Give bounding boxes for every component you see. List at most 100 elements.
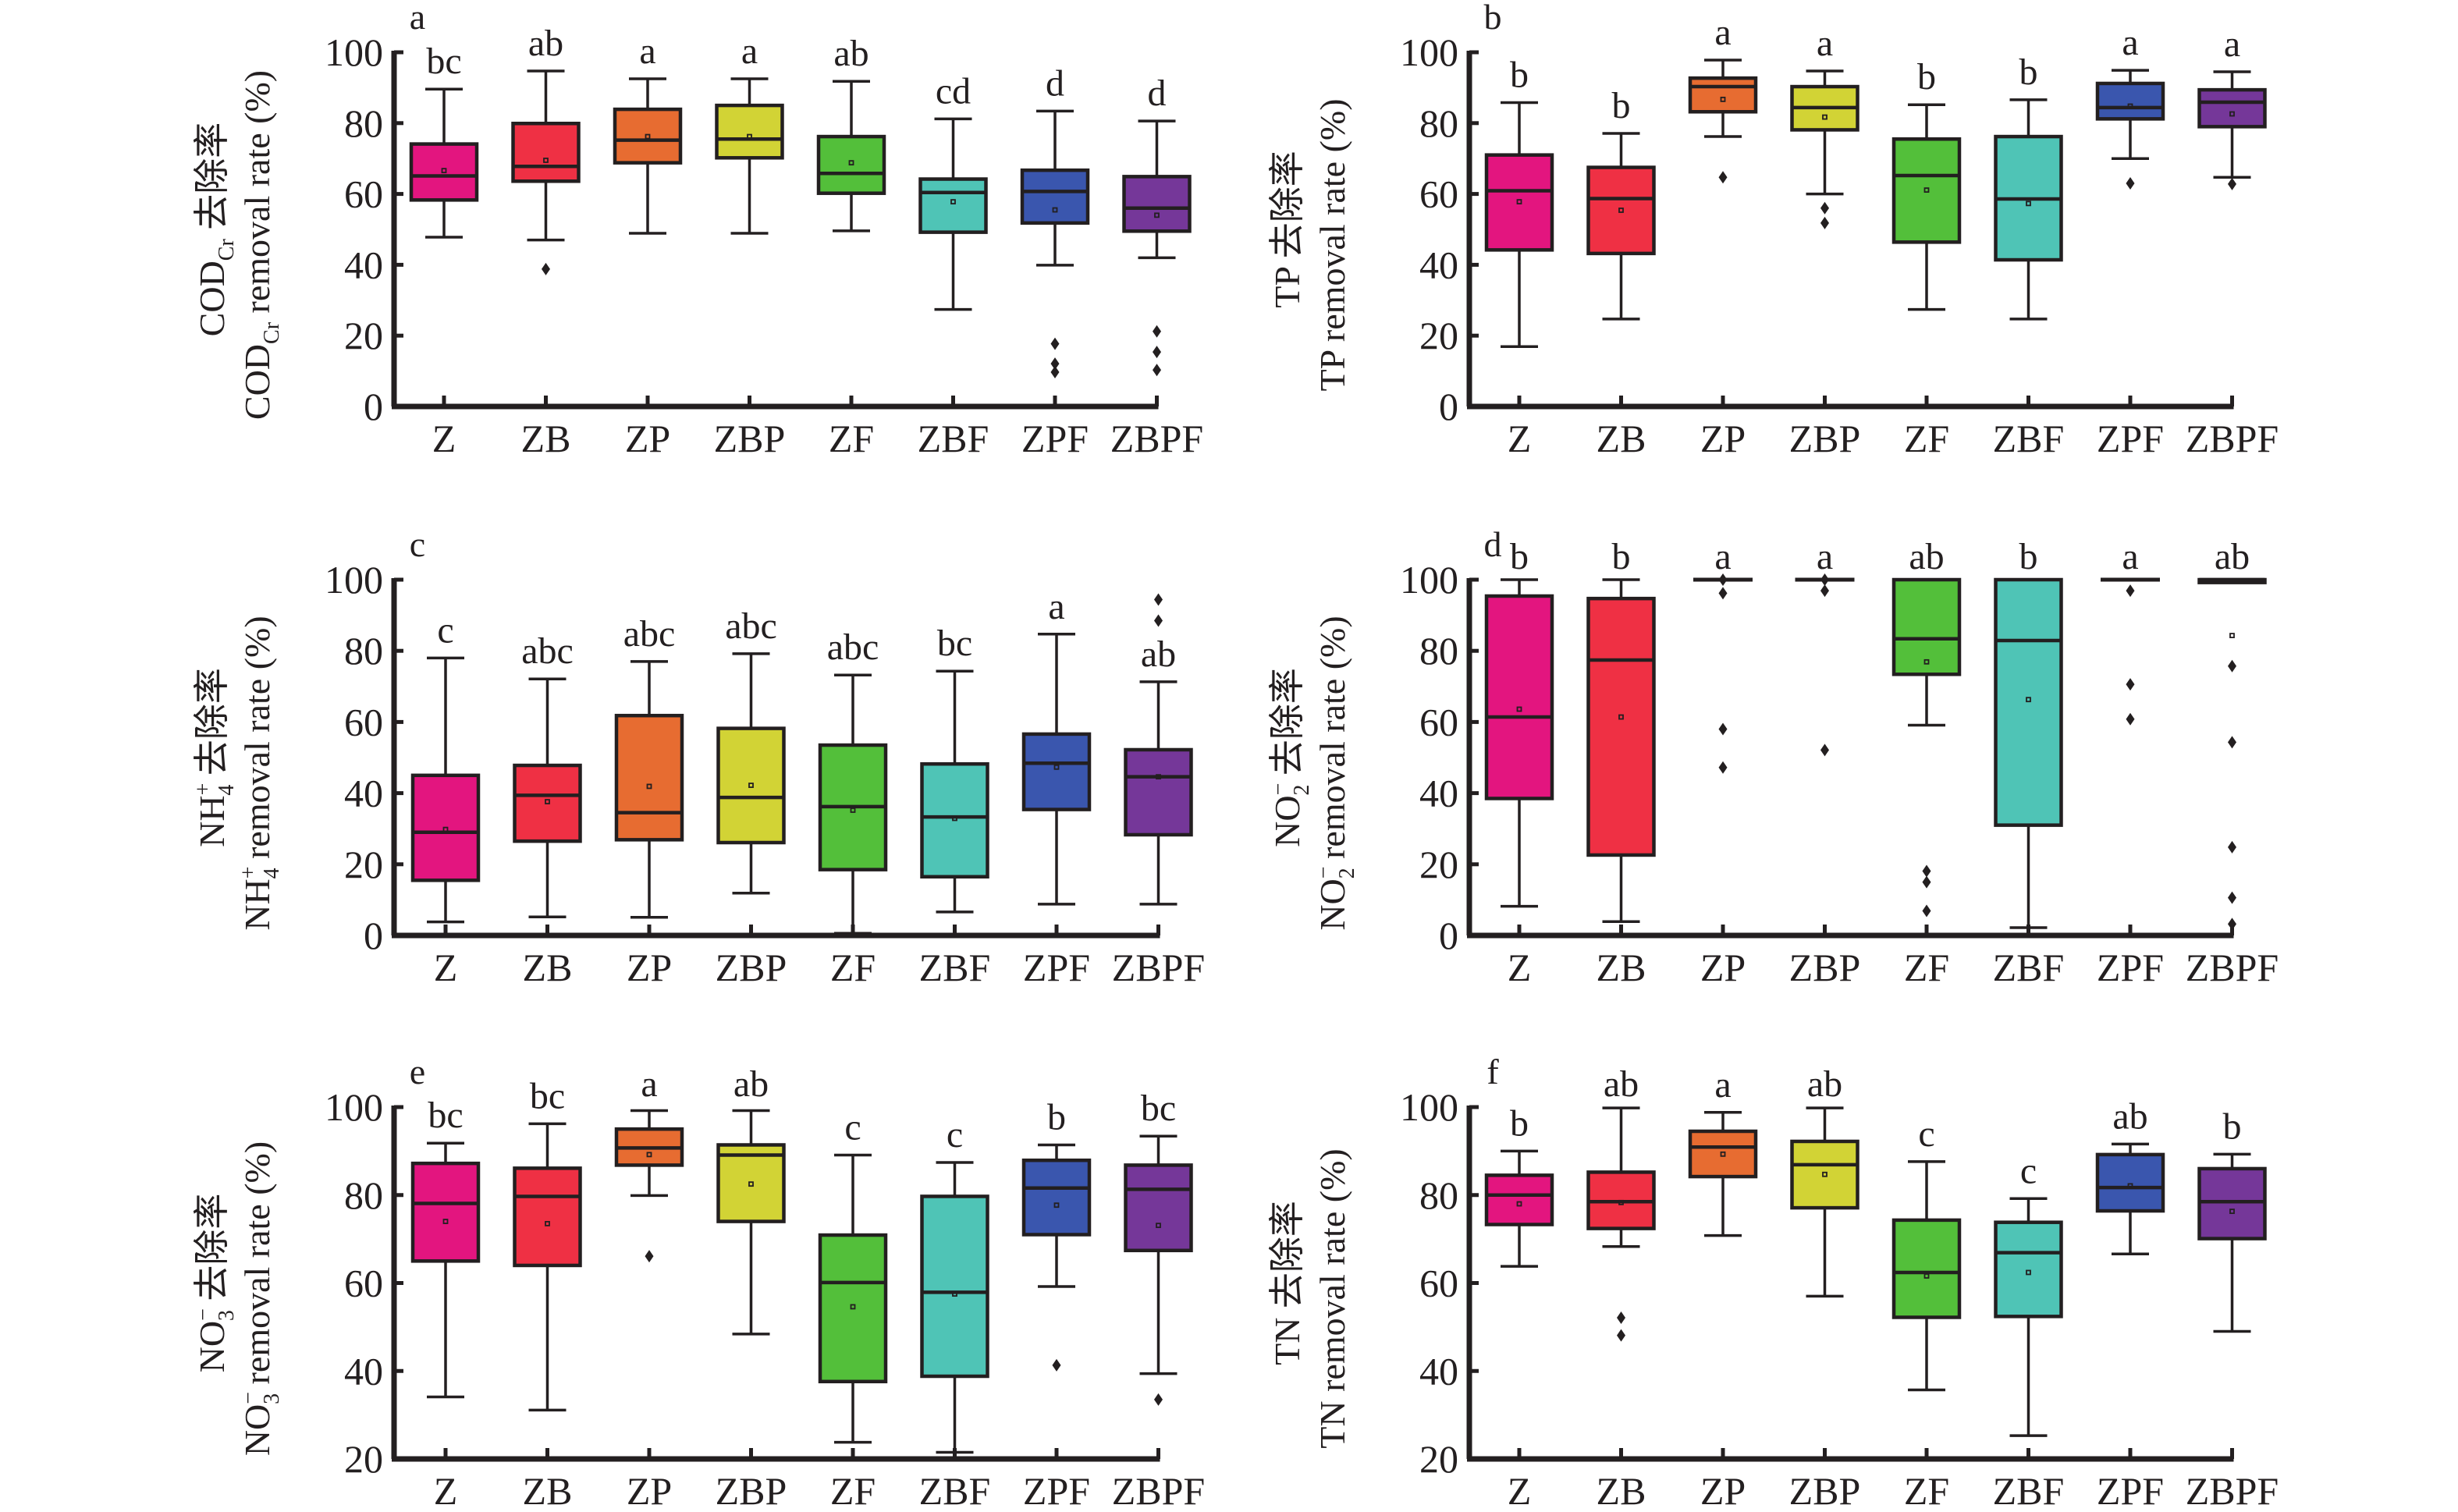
mean-marker [748,1181,754,1187]
significance-letter: d [1148,73,1167,114]
mean-marker [1052,207,1058,213]
significance-letter: ab [528,23,563,64]
x-tick-label: Z [1508,417,1532,460]
y-axis-title-cn: NO−2 去除率 [1266,668,1314,847]
x-tick-label: Z [434,946,458,989]
y-tick-label: 80 [1419,629,1458,673]
x-tick-label: ZP [1700,946,1746,989]
mean-marker [2127,1183,2133,1189]
y-tick-label: 40 [1419,772,1458,815]
box-zb: ZB b [1586,85,1656,460]
box-iqr [1994,577,2063,827]
x-tick-label: ZBPF [1112,946,1206,989]
mean-marker [747,133,752,140]
mean-marker [1720,1151,1726,1157]
mean-marker [645,133,651,140]
mean-marker [442,1219,449,1224]
significance-letter: c [1918,1113,1934,1155]
box-zbpf: ZBPF ab [1112,593,1206,989]
mean-marker [646,1152,652,1158]
box-zbpf: ZBPF ab [2186,536,2279,989]
significance-letter: b [1612,85,1631,126]
y-tick-label: 40 [344,1349,383,1393]
box-zbp: ZBP abc [716,605,787,989]
outlier-point [1154,593,1163,606]
mean-marker [442,826,449,832]
x-tick-label: ZBF [918,417,989,460]
y-tick-label: 20 [1419,1437,1458,1481]
box-zbf: ZBF c [919,1114,991,1512]
y-tick-label: 20 [1419,843,1458,886]
outlier-point [1153,346,1161,359]
mean-marker [1516,199,1522,204]
x-tick-label: ZBF [919,946,991,989]
panel-label: f [1487,1052,1499,1091]
significance-letter: a [1714,12,1731,53]
significance-letter: b [2223,1106,2242,1147]
x-tick-label: Z [432,417,456,460]
outlier-point [1617,1329,1625,1342]
box-zf: ZF ab [1891,536,1962,989]
panel-label: b [1484,0,1502,37]
box-zp: ZP a [1693,536,1753,989]
y-tick-label: 100 [325,558,383,602]
box-iqr [1021,1158,1092,1237]
significance-letter: bc [428,1095,463,1136]
box-zp: ZP a [1688,12,1758,460]
significance-letter: bc [1141,1088,1176,1129]
box-iqr [2197,87,2267,129]
significance-letter: ab [1807,1063,1842,1105]
box-iqr [1020,168,1090,225]
outlier-point [1820,573,1829,586]
mean-marker [1053,764,1060,770]
significance-letter: b [1612,536,1631,577]
significance-letter: b [1917,56,1936,98]
significance-letter: b [2019,51,2038,93]
x-tick-label: Z [434,1469,458,1512]
significance-letter: a [1817,23,1833,64]
y-tick-label: 0 [364,914,383,957]
x-tick-label: ZBP [1789,417,1861,460]
box-zbp: ZBP ab [1789,1063,1861,1512]
outlier-point [1922,864,1931,878]
outlier-point [1153,364,1161,377]
outlier-point [2228,736,2236,749]
significance-letter: a [1048,586,1064,627]
box-iqr [511,122,581,183]
box-iqr [2095,81,2165,121]
y-tick-label: 40 [1419,243,1458,286]
mean-marker [545,799,550,804]
box-z: Zbc [410,1095,481,1512]
significance-letter: ab [1909,536,1944,577]
box-iqr [1586,596,1656,857]
box-zf: ZF c [818,1106,888,1512]
outlier-point [1050,365,1060,378]
significance-letter: a [639,30,655,72]
x-tick-label: ZF [1904,946,1949,989]
y-tick-label: 80 [1419,1173,1458,1217]
box-zb: ZB ab [511,23,581,460]
box-zpf: ZPF a [2095,22,2165,460]
panel-label: d [1484,524,1502,564]
box-iqr [1124,1163,1193,1253]
y-tick-label: 0 [1439,385,1458,428]
x-tick-label: ZF [1904,417,1949,460]
box-iqr [1688,1129,1758,1179]
y-tick-label: 20 [1419,314,1458,357]
significance-letter: bc [426,41,461,82]
y-tick-label: 80 [344,629,383,673]
box-iqr [1994,1220,2063,1319]
box-zp: ZP abc [614,613,684,989]
x-tick-label: ZF [829,417,874,460]
y-tick-label: 100 [1400,1085,1458,1129]
x-tick-label: ZBPF [1110,417,1204,460]
box-z: Zc [410,609,481,989]
mean-marker [1923,187,1930,193]
significance-letter: a [2224,23,2240,65]
outlier-point [2228,177,2236,190]
x-tick-label: ZF [830,1469,876,1512]
mean-marker [1618,1199,1624,1205]
y-tick-label: 20 [344,843,383,886]
